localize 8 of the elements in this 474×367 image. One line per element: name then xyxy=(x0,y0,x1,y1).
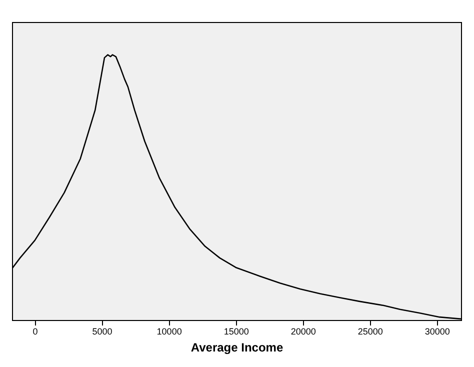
x-tick-label: 20000 xyxy=(290,326,316,336)
x-tick-label: 10000 xyxy=(156,326,182,336)
x-tick-label: 30000 xyxy=(424,326,450,336)
x-tick-label: 0 xyxy=(32,326,38,336)
x-tick-label: 15000 xyxy=(224,326,249,336)
x-axis-title: Average Income xyxy=(190,340,284,354)
x-tick-label: 5000 xyxy=(92,326,112,336)
x-tick-label: 25000 xyxy=(358,326,383,336)
